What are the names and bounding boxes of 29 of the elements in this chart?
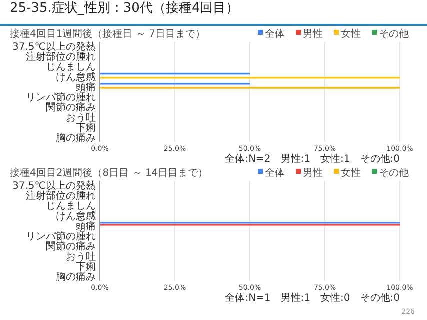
y-tick-label: 下痢 bbox=[76, 122, 96, 134]
legend-label: その他 bbox=[379, 167, 409, 179]
chart-title: 接種4回目2週間後（8日目 ～ 14日目まで） bbox=[10, 167, 208, 179]
chart-title: 25-35.症状_性別：30代（接種4回目） bbox=[10, 1, 240, 16]
legend-label: 全体 bbox=[265, 167, 285, 179]
legend-label: その他 bbox=[379, 28, 409, 40]
text: 全体:N=1 男性:1 女性:0 その他:0 bbox=[225, 292, 400, 304]
chart-subtitle: 接種4回目1週間後（接種日 ～ 7日目まで） bbox=[10, 28, 206, 40]
y-tick-label: 胸の痛み bbox=[56, 132, 96, 144]
y-tick-label: おう吐 bbox=[66, 250, 96, 263]
y-tick-label: 関節の痛み bbox=[46, 240, 96, 253]
legend-label: 全体 bbox=[265, 28, 285, 40]
y-tick-label: 下痢 bbox=[76, 260, 96, 273]
y-tick-label: じんましん bbox=[46, 62, 96, 74]
legend-label: 男性 bbox=[303, 167, 323, 179]
y-tick-label: 関節の痛み bbox=[46, 102, 96, 114]
y-tick-label: 注射部位の腫れ bbox=[26, 190, 96, 202]
y-tick-label: おう吐 bbox=[66, 112, 96, 124]
y-tick-label: けん怠感 bbox=[56, 210, 96, 222]
y-tick-label: けん怠感 bbox=[56, 71, 96, 84]
legend-label: 女性 bbox=[341, 167, 361, 179]
y-tick-label: 頭痛 bbox=[76, 220, 96, 232]
y-tick-label: 注射部位の腫れ bbox=[26, 51, 96, 64]
legend-label: 男性 bbox=[303, 28, 323, 40]
text: 全体:N=2 男性:1 女性:1 その他:0 bbox=[225, 153, 400, 165]
y-tick-label: じんましん bbox=[46, 201, 96, 212]
y-tick-label: 胸の痛み bbox=[56, 270, 96, 283]
legend-label: 女性 bbox=[341, 28, 361, 40]
y-tick-label: 頭痛 bbox=[76, 81, 96, 94]
